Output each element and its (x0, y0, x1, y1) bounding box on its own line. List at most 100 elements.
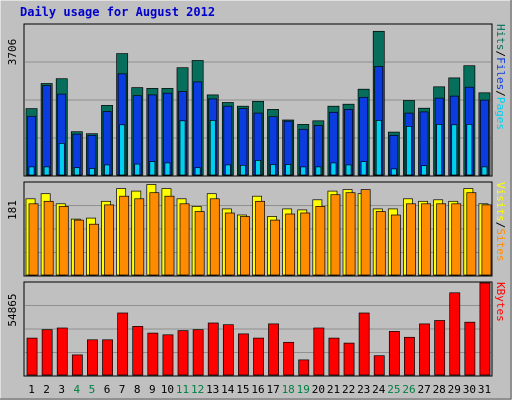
bar-sites-day-17 (270, 219, 280, 276)
series-axis-label: Visits/Sites (494, 182, 507, 262)
bar-kbytes-day-2 (41, 329, 53, 376)
bar-sites-day-25 (390, 214, 401, 276)
bar-sites-day-14 (224, 212, 235, 276)
bar-pages-day-11 (179, 120, 186, 176)
bar-pages-day-23 (360, 161, 367, 176)
bar-sites-day-21 (330, 194, 341, 276)
bar-pages-day-13 (209, 120, 216, 176)
x-tick-label: 3 (58, 383, 65, 396)
bar-sites-day-29 (451, 203, 462, 276)
x-tick-label: 8 (134, 383, 141, 396)
bar-pages-day-21 (330, 162, 337, 176)
bar-sites-day-22 (345, 192, 356, 276)
bar-kbytes-day-23 (358, 312, 370, 376)
bar-pages-day-7 (119, 124, 126, 176)
x-tick-label: 12 (191, 383, 204, 396)
series-label-part: Visits (494, 182, 507, 222)
bar-kbytes-day-26 (404, 336, 415, 376)
bar-pages-day-10 (164, 162, 171, 176)
chart-title: Daily usage for August 2012 (20, 5, 215, 19)
bar-kbytes-day-25 (388, 331, 400, 376)
bar-sites-day-10 (164, 195, 175, 276)
bar-sites-day-31 (481, 204, 492, 276)
bar-pages-day-4 (73, 167, 80, 176)
bar-kbytes-day-14 (222, 324, 234, 376)
bar-sites-day-1 (28, 203, 39, 276)
series-label-part: Pages (494, 97, 507, 130)
bar-files-day-2 (42, 85, 52, 176)
series-label-part: / (494, 222, 507, 229)
bar-kbytes-day-9 (147, 332, 159, 376)
bar-sites-day-5 (89, 223, 99, 276)
x-tick-label: 17 (266, 383, 279, 396)
bar-pages-day-3 (58, 143, 65, 176)
bar-pages-day-12 (194, 167, 201, 176)
x-tick-label: 23 (357, 383, 370, 396)
bar-pages-day-2 (43, 166, 50, 176)
bar-pages-day-27 (421, 165, 427, 176)
bar-kbytes-day-16 (253, 337, 264, 376)
bar-kbytes-day-18 (283, 341, 295, 376)
series-axis-label: Hits/Files/Pages (494, 24, 507, 130)
x-tick-label: 19 (297, 383, 310, 396)
series-label-part: Hits (494, 24, 507, 51)
x-tick-label: 14 (221, 383, 235, 396)
bar-kbytes-day-10 (162, 334, 174, 376)
bar-pages-day-30 (466, 124, 473, 176)
x-tick-label: 2 (43, 383, 50, 396)
bar-kbytes-day-12 (192, 329, 204, 376)
bar-kbytes-day-24 (373, 355, 385, 376)
x-tick-label: 16 (251, 383, 264, 396)
bar-kbytes-day-11 (177, 330, 189, 376)
panel-2: 181 Visits/Sites (6, 181, 507, 277)
x-tick-label: 29 (448, 383, 461, 396)
bar-kbytes-day-15 (238, 333, 249, 376)
bar-pages-day-22 (345, 164, 352, 176)
x-tick-label: 10 (161, 383, 174, 396)
bar-kbytes-day-31 (479, 282, 491, 376)
bar-sites-day-7 (119, 195, 130, 276)
series-label-part: / (494, 51, 507, 58)
bar-sites-day-8 (134, 198, 145, 276)
bar-kbytes-day-5 (87, 339, 98, 376)
bar-kbytes-day-17 (268, 323, 279, 376)
bar-kbytes-day-29 (449, 292, 461, 376)
bar-pages-day-25 (390, 168, 397, 176)
bar-sites-day-11 (179, 203, 190, 276)
x-tick-label: 6 (104, 383, 111, 396)
x-tick-label: 18 (282, 383, 295, 396)
bar-pages-day-14 (224, 164, 231, 176)
bar-sites-day-19 (300, 212, 311, 276)
bar-kbytes-day-3 (56, 327, 68, 376)
bar-kbytes-day-28 (434, 320, 446, 376)
bar-kbytes-day-27 (419, 323, 430, 376)
x-tick-label: 27 (417, 383, 430, 396)
bar-sites-day-23 (360, 189, 371, 276)
x-tick-label: 24 (372, 383, 386, 396)
bar-kbytes-day-30 (464, 321, 476, 376)
x-tick-label: 31 (478, 383, 491, 396)
bar-kbytes-day-7 (117, 312, 129, 376)
bar-sites-day-28 (436, 203, 447, 276)
bar-pages-day-20 (315, 166, 322, 176)
bar-sites-day-18 (285, 213, 296, 276)
bar-sites-day-30 (466, 192, 477, 276)
bar-files-day-8 (132, 95, 142, 176)
bar-pages-day-9 (149, 161, 156, 176)
bar-kbytes-day-21 (328, 337, 340, 376)
bar-pages-day-19 (300, 166, 307, 176)
x-tick-label: 30 (463, 383, 476, 396)
bar-sites-day-6 (104, 204, 114, 276)
series-label-part: Files (494, 57, 507, 90)
series-label-part: KBytes (494, 282, 507, 322)
x-tick-label: 5 (89, 383, 96, 396)
bar-kbytes-day-13 (207, 322, 219, 376)
bar-files-day-12 (193, 81, 203, 176)
panel-3: 54865 KBytes (6, 281, 507, 377)
bar-kbytes-day-6 (102, 339, 113, 376)
bar-sites-day-3 (58, 206, 69, 276)
x-tick-label: 26 (402, 383, 415, 396)
bar-files-day-1 (27, 115, 36, 176)
